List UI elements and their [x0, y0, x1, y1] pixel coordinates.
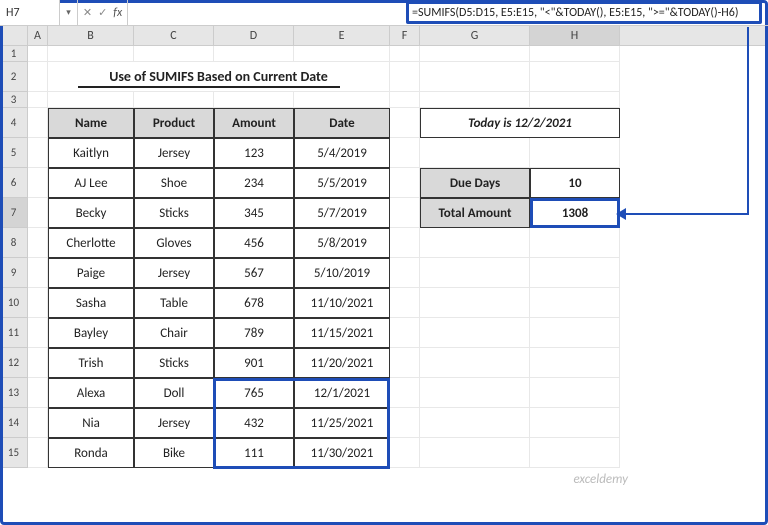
- formula-buttons: ✕ ✓ fx: [78, 0, 128, 25]
- screenshot-border: [0, 0, 768, 525]
- watermark: exceldemy: [573, 472, 628, 487]
- arrow-vert: [747, 27, 749, 213]
- fx-icon[interactable]: fx: [113, 6, 122, 20]
- formula-bar: H7 ▾ ✕ ✓ fx =SUMIFS(D5:D15, E5:E15, "<"&…: [0, 0, 768, 26]
- name-box[interactable]: H7: [0, 0, 60, 25]
- arrow-head-icon: [616, 208, 626, 220]
- confirm-icon[interactable]: ✓: [98, 6, 107, 19]
- total-amount-value[interactable]: 1308: [530, 198, 620, 228]
- title-underline: [78, 86, 340, 88]
- cancel-icon[interactable]: ✕: [83, 6, 92, 19]
- formula-input[interactable]: =SUMIFS(D5:D15, E5:E15, "<"&TODAY(), E5:…: [128, 0, 768, 25]
- arrow-horz: [625, 213, 749, 215]
- name-box-dropdown[interactable]: ▾: [60, 0, 78, 25]
- formula-highlight-box: [406, 1, 762, 24]
